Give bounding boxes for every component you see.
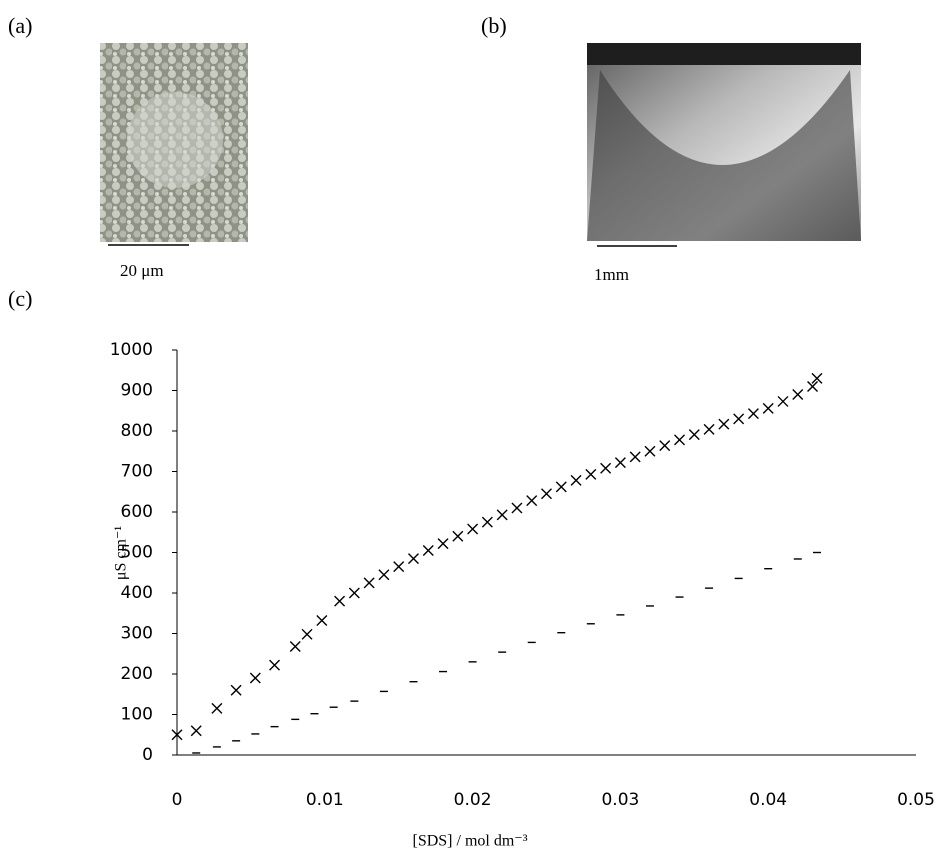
cross-marker xyxy=(585,468,597,480)
cross-marker xyxy=(659,440,671,452)
cross-marker xyxy=(600,462,612,474)
cross-marker xyxy=(334,595,346,607)
cross-marker xyxy=(316,615,328,627)
cross-marker xyxy=(437,538,449,550)
cross-marker xyxy=(496,509,508,521)
cross-marker xyxy=(807,380,819,392)
y-tick-label: 700 xyxy=(121,462,153,482)
cross-marker xyxy=(393,561,405,573)
cross-marker xyxy=(422,544,434,556)
cross-marker xyxy=(570,474,582,486)
panel-label: (b) xyxy=(481,13,507,38)
x-tick-label: 0 xyxy=(172,790,183,810)
cross-marker xyxy=(644,445,656,457)
cross-marker xyxy=(481,516,493,528)
cross-marker xyxy=(407,553,419,565)
cross-marker xyxy=(511,502,523,514)
cross-marker xyxy=(378,569,390,581)
y-tick-label: 300 xyxy=(121,624,153,644)
y-tick-label: 100 xyxy=(121,705,153,725)
cross-marker xyxy=(301,628,313,640)
x-tick-label: 0.02 xyxy=(454,790,492,810)
cross-marker xyxy=(688,429,700,441)
cross-marker xyxy=(555,481,567,493)
cross-marker xyxy=(348,587,360,599)
cross-marker xyxy=(526,495,538,507)
y-tick-label: 500 xyxy=(121,543,153,563)
cross-marker xyxy=(452,530,464,542)
cross-marker xyxy=(211,702,223,714)
y-tick-label: 200 xyxy=(121,664,153,684)
cross-marker xyxy=(614,457,626,469)
cross-marker xyxy=(792,389,804,401)
x-tick-label: 0.03 xyxy=(601,790,639,810)
cross-marker xyxy=(249,672,261,684)
cross-marker xyxy=(171,729,183,741)
y-tick-label: 1000 xyxy=(110,340,153,360)
cross-marker xyxy=(363,577,375,589)
cross-marker xyxy=(230,684,242,696)
cross-marker xyxy=(629,451,641,463)
cross-marker xyxy=(541,488,552,500)
cross-marker xyxy=(190,725,202,737)
cross-marker xyxy=(733,413,745,425)
sem-feature xyxy=(587,70,861,241)
cross-marker xyxy=(718,418,730,430)
panel-label: (a) xyxy=(8,13,32,38)
cross-marker xyxy=(762,402,774,414)
y-tick-label: 0 xyxy=(142,745,153,765)
y-tick-label: 600 xyxy=(121,502,153,522)
cross-marker xyxy=(467,523,479,535)
y-axis-label: μS cm⁻¹ xyxy=(113,526,130,580)
cross-marker xyxy=(703,423,715,435)
cross-marker xyxy=(777,395,789,407)
y-tick-label: 800 xyxy=(121,421,153,441)
y-tick-label: 900 xyxy=(121,381,153,401)
cross-marker xyxy=(674,434,686,446)
cross-marker xyxy=(747,408,759,420)
cross-marker xyxy=(289,640,301,652)
panel-label: (c) xyxy=(8,286,32,311)
sem-feature xyxy=(587,43,861,65)
x-tick-label: 0.01 xyxy=(306,790,344,810)
cross-marker xyxy=(269,659,281,671)
scale-label: 1mm xyxy=(594,265,629,284)
x-tick-label: 0.04 xyxy=(749,790,787,810)
y-tick-label: 400 xyxy=(121,583,153,603)
cross-marker xyxy=(811,372,823,384)
x-tick-label: 0.05 xyxy=(897,790,935,810)
scale-label: 20 μm xyxy=(120,261,164,280)
x-axis-label: [SDS] / mol dm⁻³ xyxy=(412,833,527,850)
sem-feature xyxy=(127,92,223,188)
